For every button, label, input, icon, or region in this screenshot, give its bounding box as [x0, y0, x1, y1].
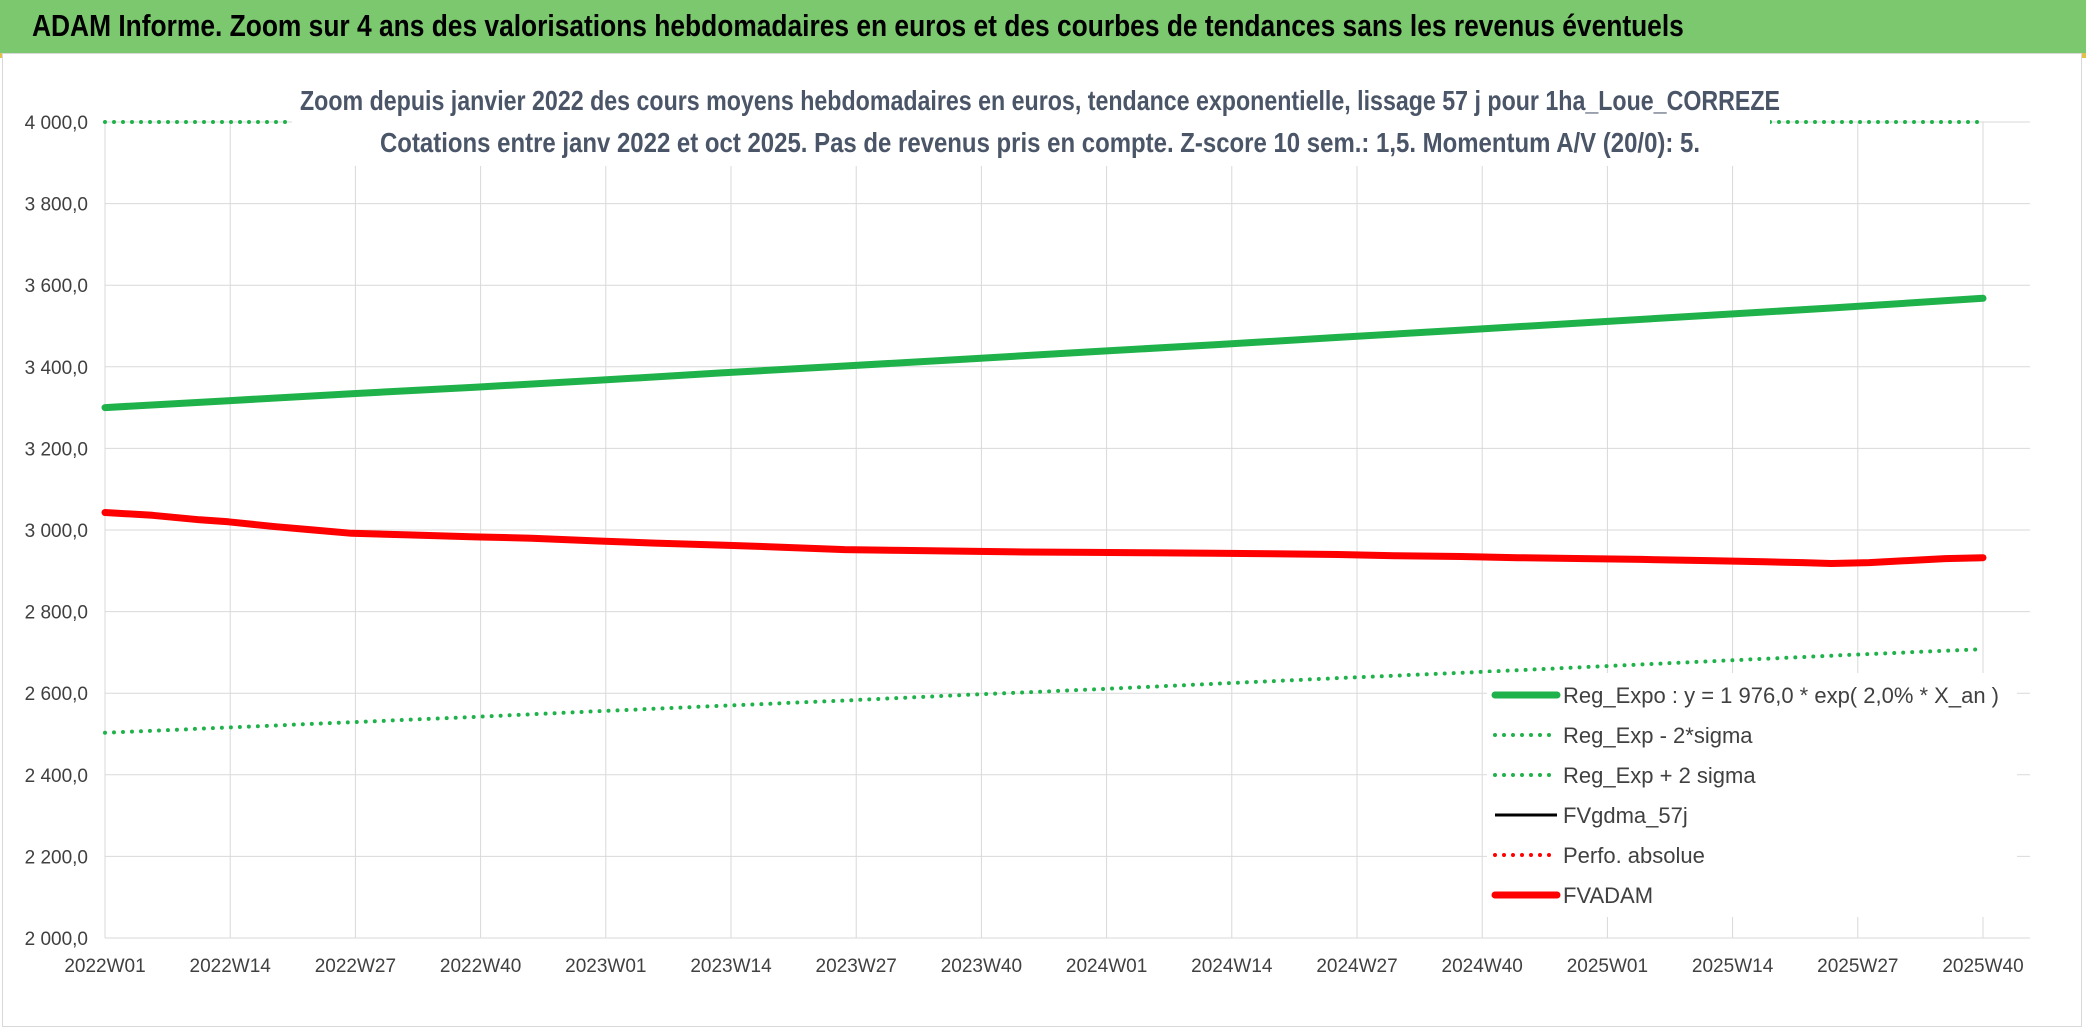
x-tick-label: 2022W27 — [315, 956, 396, 977]
x-tick-label: 2025W27 — [1817, 956, 1898, 977]
x-tick-label: 2023W01 — [565, 956, 646, 977]
y-tick-label: 3 200,0 — [25, 439, 88, 460]
y-tick-label: 3 400,0 — [25, 358, 88, 379]
x-tick-label: 2024W01 — [1066, 956, 1147, 977]
x-tick-label: 2025W01 — [1567, 956, 1648, 977]
y-tick-label: 3 600,0 — [25, 276, 88, 297]
header-corner-right — [2080, 53, 2086, 58]
x-tick-label: 2023W40 — [941, 956, 1022, 977]
legend: Reg_Expo : y = 1 976,0 * exp( 2,0% * X_a… — [1487, 673, 2017, 917]
y-tick-label: 2 200,0 — [25, 847, 88, 868]
x-tick-label: 2022W01 — [64, 956, 145, 977]
legend-label: FVADAM — [1563, 883, 1653, 908]
y-tick-label: 3 800,0 — [25, 195, 88, 216]
legend-label: Perfo. absolue — [1563, 843, 1705, 868]
x-tick-label: 2022W14 — [190, 956, 272, 977]
y-tick-label: 2 600,0 — [25, 684, 88, 705]
y-axis-ticks: 2 000,0 2 200,0 2 400,0 2 600,0 2 800,0 3 000… — [25, 113, 88, 950]
x-tick-label: 2025W14 — [1692, 956, 1774, 977]
series-line-5 — [101, 509, 1987, 567]
x-tick-label: 2022W40 — [440, 956, 521, 977]
chart-subtitle: Cotations entre janv 2022 et oct 2025. P… — [380, 127, 1700, 158]
legend-backdrop — [1487, 673, 2017, 917]
y-tick-label: 2 000,0 — [25, 929, 88, 950]
report-title: ADAM Informe. Zoom sur 4 ans des valoris… — [32, 8, 1684, 43]
y-tick-label: 3 000,0 — [25, 521, 88, 542]
x-tick-label: 2023W14 — [690, 956, 772, 977]
legend-label: Reg_Expo : y = 1 976,0 * exp( 2,0% * X_a… — [1563, 683, 1999, 708]
legend-label: FVgdma_57j — [1563, 803, 1688, 828]
header-corner-left — [0, 53, 3, 58]
series-area — [101, 120, 1987, 735]
chart-title-block: Zoom depuis janvier 2022 des cours moyen… — [292, 76, 1780, 166]
x-tick-label: 2025W40 — [1942, 956, 2023, 977]
y-tick-label: 4 000,0 — [25, 113, 88, 134]
chart-title: Zoom depuis janvier 2022 des cours moyen… — [300, 85, 1780, 116]
x-tick-label: 2023W27 — [816, 956, 897, 977]
legend-label: Reg_Exp + 2 sigma — [1563, 763, 1756, 788]
x-axis-ticks: 2022W01 2022W14 2022W27 2022W40 2023W01 2023W… — [64, 956, 2023, 977]
legend-label: Reg_Exp - 2*sigma — [1563, 723, 1753, 748]
x-tick-label: 2024W14 — [1191, 956, 1273, 977]
title-backdrop — [292, 76, 1770, 166]
report-header: ADAM Informe. Zoom sur 4 ans des valoris… — [0, 0, 2086, 53]
y-tick-label: 2 400,0 — [25, 766, 88, 787]
series-line-0 — [101, 294, 1987, 412]
x-tick-label: 2024W27 — [1316, 956, 1397, 977]
x-tick-label: 2024W40 — [1442, 956, 1523, 977]
series-line-1 — [103, 647, 1985, 735]
y-tick-label: 2 800,0 — [25, 603, 88, 624]
